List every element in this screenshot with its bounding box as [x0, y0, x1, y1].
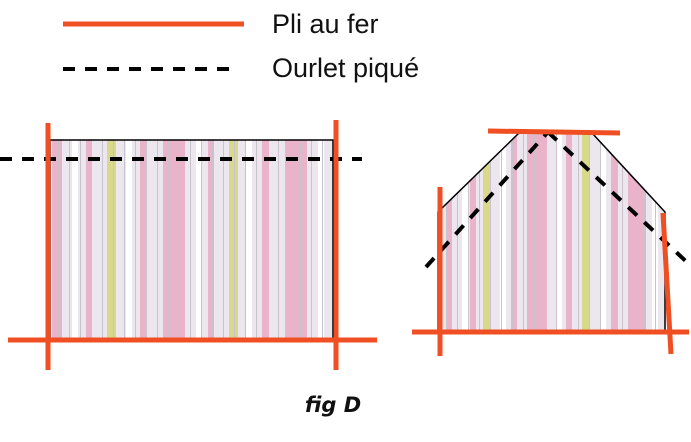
- stripe-yellow: [107, 140, 116, 339]
- stripe-pink: [446, 133, 452, 331]
- stripe-thin: [223, 140, 224, 339]
- stripe-pink: [140, 140, 147, 339]
- stripe-thin: [655, 133, 656, 331]
- stripe-thin: [556, 133, 557, 331]
- stripe-thin: [589, 133, 590, 331]
- stripe-pink: [527, 133, 547, 331]
- stripe-yellow: [229, 140, 238, 339]
- stripe-thin: [168, 140, 169, 339]
- stripe-thin: [311, 140, 312, 339]
- fabric-piece-trapezoid: [412, 128, 691, 356]
- stripe-thin: [190, 140, 191, 339]
- stripe-yellow: [582, 133, 590, 331]
- stripe-thin: [611, 133, 612, 331]
- stripe-thin: [91, 140, 92, 339]
- stitched-hem-line-trapezoid-left: [424, 130, 550, 269]
- stripe-pink: [208, 140, 214, 339]
- stripe-thin: [644, 133, 645, 331]
- stripe-thin: [523, 133, 524, 331]
- stripe-light: [500, 133, 506, 331]
- fabric-piece-rectangle: [0, 120, 377, 370]
- stripe-thin: [512, 133, 513, 331]
- stripe-thin: [545, 133, 546, 331]
- stripe-pink: [511, 133, 517, 331]
- stripe-pink: [52, 140, 62, 339]
- stripe-pink: [628, 133, 646, 331]
- stripe-light: [556, 133, 562, 331]
- stripe-thin: [479, 133, 480, 331]
- stripe-thin: [633, 133, 634, 331]
- stripe-pink: [285, 140, 307, 339]
- stripe-yellow: [483, 133, 491, 331]
- stripe-thin: [534, 133, 535, 331]
- stripe-thin: [245, 140, 246, 339]
- fabric-stripes-rectangle: [50, 140, 333, 339]
- stripe-thin: [80, 140, 81, 339]
- stripe-thin: [234, 140, 235, 339]
- stripe-thin: [446, 133, 447, 331]
- stripe-light: [462, 133, 468, 331]
- stripe-thin: [157, 140, 158, 339]
- stripe-pink: [470, 133, 476, 331]
- stripe-thin: [501, 133, 502, 331]
- stripe-thin: [289, 140, 290, 339]
- stripe-thin: [300, 140, 301, 339]
- stripe-light: [72, 140, 78, 339]
- stripe-thin: [468, 133, 469, 331]
- stripe-thin: [212, 140, 213, 339]
- stripe-thin: [201, 140, 202, 339]
- figure-caption: fig D: [305, 393, 361, 417]
- stripe-pink: [262, 140, 269, 339]
- stripe-thin: [267, 140, 268, 339]
- legend-fold-line-label: Pli au fer: [272, 9, 379, 39]
- stripe-thin: [567, 133, 568, 331]
- stripe-light: [196, 140, 202, 339]
- stripe-pink: [612, 133, 618, 331]
- stripe-thin: [256, 140, 257, 339]
- stripe-thin: [179, 140, 180, 339]
- stripe-thin: [146, 140, 147, 339]
- stripe-pink: [86, 140, 92, 339]
- legend: Pli au fer Ourlet piqué: [63, 9, 419, 83]
- stripe-pink: [566, 133, 572, 331]
- stripe-thin: [578, 133, 579, 331]
- stripe-light: [318, 140, 324, 339]
- stripe-light: [126, 140, 132, 339]
- stripe-thin: [69, 140, 70, 339]
- fold-line-top-trapezoid: [487, 128, 621, 136]
- stripe-thin: [58, 140, 59, 339]
- fabric-stripes-trapezoid: [438, 133, 665, 331]
- stripe-thin: [135, 140, 136, 339]
- stripe-light: [600, 133, 606, 331]
- stripe-thin: [102, 140, 103, 339]
- stripe-thin: [113, 140, 114, 339]
- stripe-pink: [163, 140, 185, 339]
- stripe-thin: [124, 140, 125, 339]
- stripe-thin: [600, 133, 601, 331]
- stripe-thin: [622, 133, 623, 331]
- stripe-light: [246, 140, 252, 339]
- stripe-thin: [278, 140, 279, 339]
- stripe-thin: [490, 133, 491, 331]
- stripe-thin: [322, 140, 323, 339]
- legend-stitched-hem-label: Ourlet piqué: [272, 53, 419, 83]
